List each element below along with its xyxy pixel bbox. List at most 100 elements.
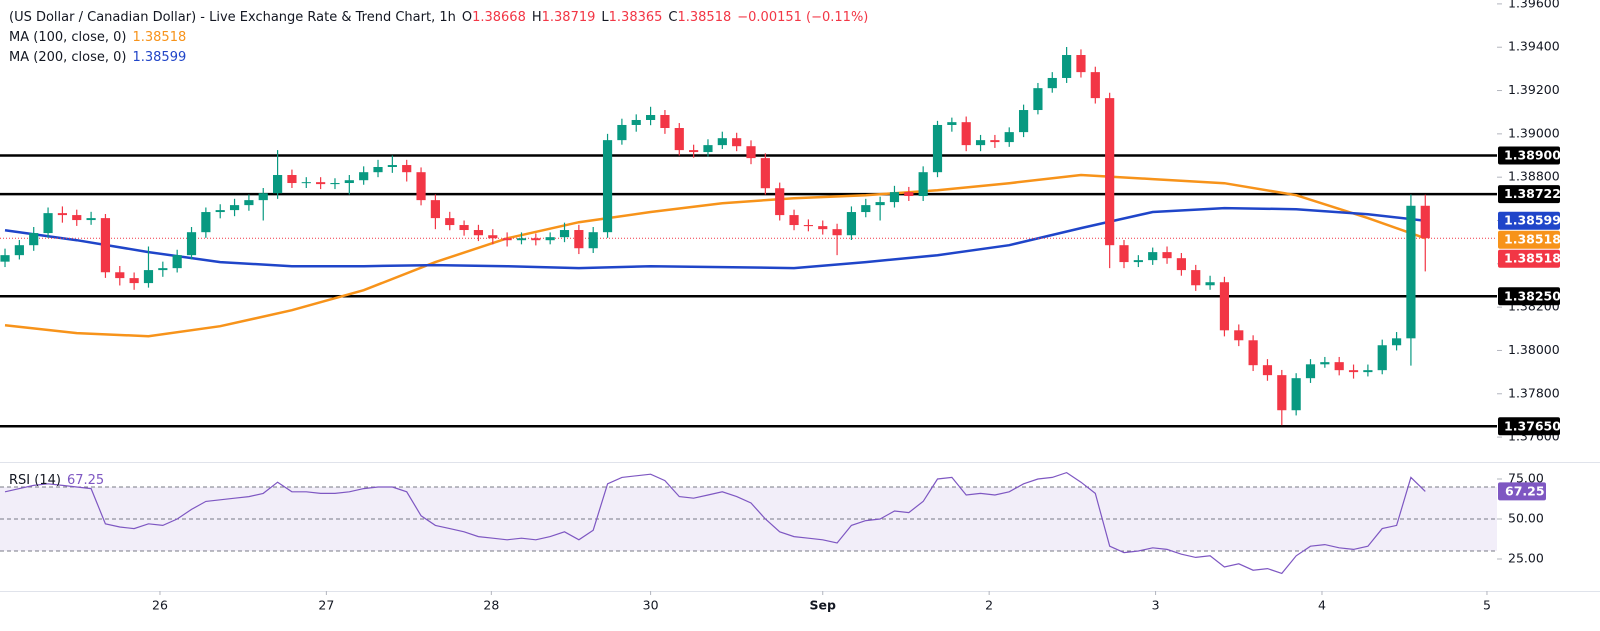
candle-body (473, 230, 484, 236)
candle-body (932, 124, 943, 173)
x-tick-label: Sep (810, 598, 836, 613)
candle-body (100, 218, 111, 273)
price-label-box (1498, 211, 1560, 230)
candle-body (330, 183, 340, 185)
candle-body (975, 140, 986, 146)
candle-body (430, 200, 440, 219)
candle-body (86, 218, 96, 221)
candle-body (588, 232, 598, 249)
ohlc-letter: L (601, 10, 609, 25)
candle-body (1219, 282, 1230, 331)
candle-body (57, 213, 67, 216)
candle-body (760, 158, 770, 189)
y-tick-label: 1.39400 (1508, 39, 1560, 54)
candle-body (373, 166, 383, 173)
candle-body (273, 175, 283, 194)
candle-body (244, 200, 254, 206)
candle-body (674, 128, 684, 151)
candle-body (1105, 98, 1115, 246)
candle-body (990, 140, 1000, 143)
candle-body (732, 138, 742, 147)
candle-body (129, 278, 139, 284)
legend-value: 1.38599 (132, 50, 187, 65)
rsi-legend: RSI (14) 67.25 (9, 471, 104, 491)
candle-body (1391, 338, 1402, 346)
candle-body (1248, 340, 1258, 366)
candle-body (359, 172, 369, 181)
candle-body (115, 272, 125, 279)
candle-body (1305, 364, 1316, 379)
candle-body (1191, 270, 1201, 286)
candle-body (301, 182, 311, 184)
change-value: −0.00151 (−0.11%) (737, 10, 869, 25)
price-label-box (1498, 146, 1560, 165)
candle-body (1277, 375, 1287, 411)
candle-body (531, 238, 541, 241)
candle-body (516, 238, 527, 241)
candle-body (645, 115, 656, 120)
candle-body (1320, 362, 1330, 365)
candle-body (459, 225, 469, 231)
candle-body (1377, 345, 1387, 371)
candle-body (789, 215, 799, 226)
price-label: 1.38900 (1504, 148, 1561, 163)
candle-body (186, 232, 197, 256)
candle-body (287, 175, 297, 184)
candle-body (703, 145, 713, 153)
candle-body (961, 122, 971, 146)
price-label: 1.38518 (1504, 232, 1561, 247)
candle-body (416, 172, 426, 201)
y-tick-label: 1.37800 (1508, 385, 1560, 400)
moving-average-line (4, 206, 1426, 270)
candle-body (574, 230, 584, 249)
candle-body (1176, 258, 1186, 271)
y-tick-label: 1.38800 (1508, 169, 1560, 184)
ohlc-letter: O (461, 10, 473, 25)
candle-body (445, 218, 455, 226)
rsi-y-tick-label: 25.00 (1508, 551, 1544, 566)
candle-body (746, 146, 756, 159)
x-tick-label: 27 (318, 598, 334, 613)
candle-body (559, 230, 570, 238)
candle-body (1004, 132, 1014, 143)
candle-body (0, 255, 10, 262)
candle-body (1018, 110, 1029, 133)
candle-body (631, 119, 641, 125)
candle-body (1162, 252, 1172, 259)
ohlc-value: 1.38365 (608, 10, 663, 25)
candle-body (775, 188, 785, 216)
legend-name: MA (200, close, 0) (9, 50, 127, 65)
ohlc-value: 1.38668 (472, 10, 526, 25)
price-label: 1.38250 (1504, 288, 1561, 303)
rsi-line (4, 471, 1426, 575)
moving-average-line (4, 173, 1426, 338)
candle-body (14, 245, 24, 256)
price-label-box (1498, 185, 1560, 204)
ma-legend-row: MA (100, close, 0) 1.38518 (9, 28, 868, 48)
candle-body (172, 255, 182, 269)
rsi-label-box (1498, 482, 1546, 501)
x-tick-label: 30 (643, 598, 659, 613)
title-row: (US Dollar / Canadian Dollar) - Live Exc… (9, 8, 868, 28)
candle-body (875, 202, 885, 206)
y-tick-label: 1.39200 (1508, 82, 1560, 97)
candle-body (1363, 370, 1373, 373)
candle-body (1090, 72, 1100, 99)
candle-body (143, 270, 154, 284)
y-tick-label: 1.39000 (1508, 125, 1560, 140)
price-label-box (1498, 249, 1560, 268)
price-label: 1.38599 (1504, 213, 1561, 228)
candle-body (1205, 282, 1215, 286)
candle-body (344, 180, 354, 184)
legend-name: MA (100, close, 0) (9, 30, 127, 45)
candle-body (229, 205, 240, 211)
candle-body (316, 182, 326, 185)
candle-body (889, 192, 900, 203)
candle-body (201, 212, 211, 233)
candle-body (617, 124, 627, 141)
candle-body (215, 210, 225, 213)
candle-body (803, 225, 813, 227)
candle-body (947, 122, 957, 125)
candle-body (818, 226, 828, 230)
